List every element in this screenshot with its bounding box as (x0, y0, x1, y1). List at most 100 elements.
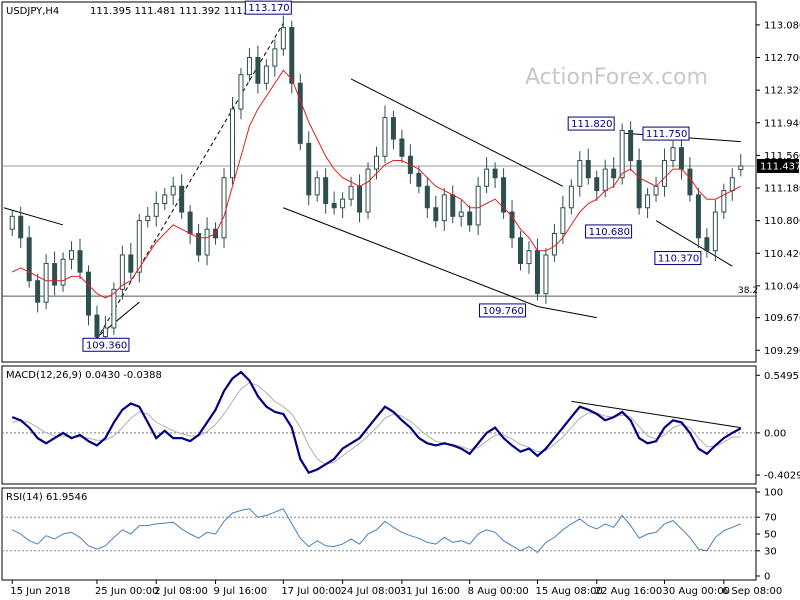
candle-body (196, 233, 202, 256)
candle-body (687, 168, 693, 196)
candle-body (145, 215, 151, 222)
candle-body (695, 194, 701, 239)
candle-body (399, 138, 405, 157)
candle-body (204, 228, 210, 256)
candle-body (577, 160, 583, 187)
candle-body (662, 160, 668, 187)
candle-body (424, 185, 430, 209)
candle-body (331, 202, 337, 209)
price-axis-label: 109.290 (764, 346, 800, 357)
price-axis-label: 111.180 (764, 184, 800, 195)
rsi-label: RSI(14) 61.9546 (6, 492, 87, 503)
candle-body (568, 185, 574, 209)
trendline-channel-lower-ext (537, 305, 597, 319)
price-annotation-label: 113.170 (248, 3, 289, 14)
rsi-line (11, 508, 741, 554)
chart-ohlc: 111.395 111.481 111.392 111.437 (90, 6, 265, 17)
x-axis-label: 25 Jun 00:00 (95, 586, 159, 597)
candle-body (102, 327, 108, 338)
candle-body (365, 168, 371, 213)
price-annotation-box (567, 116, 615, 131)
candle-body (518, 237, 524, 265)
candle-body (509, 211, 515, 239)
price-axis-label: 110.800 (764, 216, 800, 227)
candle-body (594, 177, 600, 192)
macd-axis-label: 0.5495 (764, 371, 799, 382)
candle-body (382, 117, 388, 157)
candle-body (619, 129, 625, 179)
candle-body (585, 160, 591, 179)
candle-body (9, 215, 15, 230)
price-axis-label: 112.700 (764, 53, 800, 64)
candle-body (678, 147, 684, 170)
candle-body (306, 142, 312, 196)
rsi-axis-label: 50 (764, 530, 777, 541)
moving-average-line (11, 69, 742, 299)
candle-body (526, 250, 532, 265)
price-annotation-box (585, 224, 633, 239)
price-annotation-label: 109.360 (86, 340, 127, 351)
candle-body (450, 194, 456, 217)
candle-body (43, 263, 49, 303)
candle-body (721, 190, 727, 213)
trendline-channel-upper (350, 78, 564, 187)
candle-body (187, 211, 193, 235)
price-annotation-label: 109.760 (482, 306, 523, 317)
candle-body (484, 168, 490, 187)
rsi-axis-label: 0 (764, 572, 770, 583)
candle-body (136, 220, 142, 273)
candle-body (433, 207, 439, 222)
candle-body (52, 263, 58, 286)
candle-body (272, 48, 278, 67)
price-axis-label: 110.420 (764, 249, 800, 260)
candle-body (704, 237, 710, 252)
x-axis-label: 17 Jul 00:00 (281, 586, 341, 597)
price-axis-label: 112.320 (764, 86, 800, 97)
candle-body (170, 185, 176, 196)
x-axis-label: 9 Jul 16:00 (214, 586, 268, 597)
candle-body (653, 185, 659, 196)
fib-level-label: 38.2 (738, 286, 758, 296)
candle-body (111, 288, 117, 329)
candle-body (229, 108, 235, 179)
price-annotation-label: 110.370 (658, 254, 699, 265)
candle-body (340, 198, 346, 209)
candle-body (69, 250, 75, 260)
candle-body (416, 172, 422, 187)
candle-body (238, 74, 244, 110)
candle-body (60, 258, 66, 286)
watermark: ActionForex.com (525, 65, 708, 90)
x-axis-label: 15 Aug 08:00 (535, 586, 602, 597)
current-price-tag (757, 158, 799, 173)
macd-trendline (571, 400, 741, 429)
price-annotation-box (244, 0, 292, 15)
rsi-axis-label: 100 (764, 488, 783, 499)
candle-body (374, 155, 379, 170)
candle-body (712, 211, 718, 252)
x-axis-label: 6 Sep 08:00 (722, 586, 782, 597)
macd-label: MACD(12,26,9) 0.0430 -0.0388 (6, 370, 162, 381)
candle-body (534, 250, 540, 295)
price-axis-label: 111.560 (764, 151, 800, 162)
candle-body (729, 177, 735, 192)
candle-body (636, 160, 642, 209)
price-axis-label: 110.040 (764, 281, 800, 292)
candle-body (77, 250, 83, 273)
macd-signal-line (12, 382, 741, 465)
candle-body (35, 280, 41, 303)
price-panel-frame (1, 1, 757, 363)
candle-body (501, 177, 507, 213)
candle-body (551, 233, 557, 256)
candle-body (458, 211, 464, 217)
price-annotation-box (478, 303, 526, 318)
candle-body (280, 26, 286, 50)
candle-body (543, 254, 549, 295)
candle-body (289, 26, 295, 84)
candle-body (645, 194, 651, 209)
price-annotation-box (82, 337, 130, 352)
price-axis-label: 111.940 (764, 118, 800, 129)
trendline-early-resistance (3, 207, 64, 226)
price-annotation-label: 111.750 (646, 129, 687, 140)
trendline-channel-lower (283, 207, 538, 307)
